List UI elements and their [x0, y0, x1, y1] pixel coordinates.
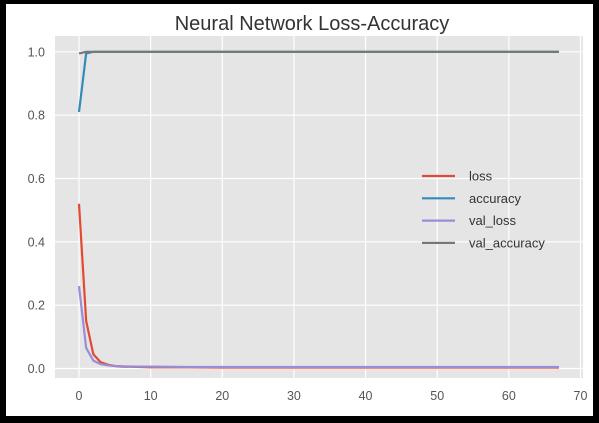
legend-label: val_accuracy [469, 235, 545, 250]
legend-label: val_loss [469, 213, 516, 228]
y-tick-label: 0.2 [28, 299, 45, 313]
series-line-val-accuracy [78, 50, 559, 55]
legend-label: loss [469, 169, 493, 184]
plot-area [55, 36, 583, 378]
chart-figure: Neural Network Loss-Accuracy 0 10 20 30 40 50… [6, 4, 593, 416]
series-line-val-loss [77, 286, 559, 369]
y-tick-labels: 0.0 0.2 0.4 0.6 0.8 1.0 [28, 45, 45, 376]
x-tick-label: 20 [215, 389, 229, 403]
y-tick-label: 0.6 [28, 172, 45, 186]
x-tick-label: 70 [574, 389, 588, 403]
y-tick-label: 0.0 [28, 362, 45, 376]
y-tick-label: 0.8 [28, 109, 45, 123]
chart-title: Neural Network Loss-Accuracy [175, 13, 450, 35]
x-tick-label: 60 [502, 389, 516, 403]
x-tick-label: 30 [287, 389, 301, 403]
series-lines [77, 50, 559, 369]
legend-label: accuracy [469, 191, 522, 206]
x-tick-label: 50 [430, 389, 444, 403]
y-tick-label: 0.4 [28, 235, 45, 249]
x-tick-label: 0 [76, 389, 83, 403]
chart-svg: Neural Network Loss-Accuracy 0 10 20 30 40 50… [28, 13, 588, 403]
x-tick-labels: 0 10 20 30 40 50 60 70 [76, 389, 588, 403]
legend: loss accuracy val_loss val_accuracy [422, 169, 545, 250]
x-tick-label: 10 [144, 389, 158, 403]
x-tick-label: 40 [359, 389, 373, 403]
y-tick-label: 1.0 [28, 45, 45, 59]
